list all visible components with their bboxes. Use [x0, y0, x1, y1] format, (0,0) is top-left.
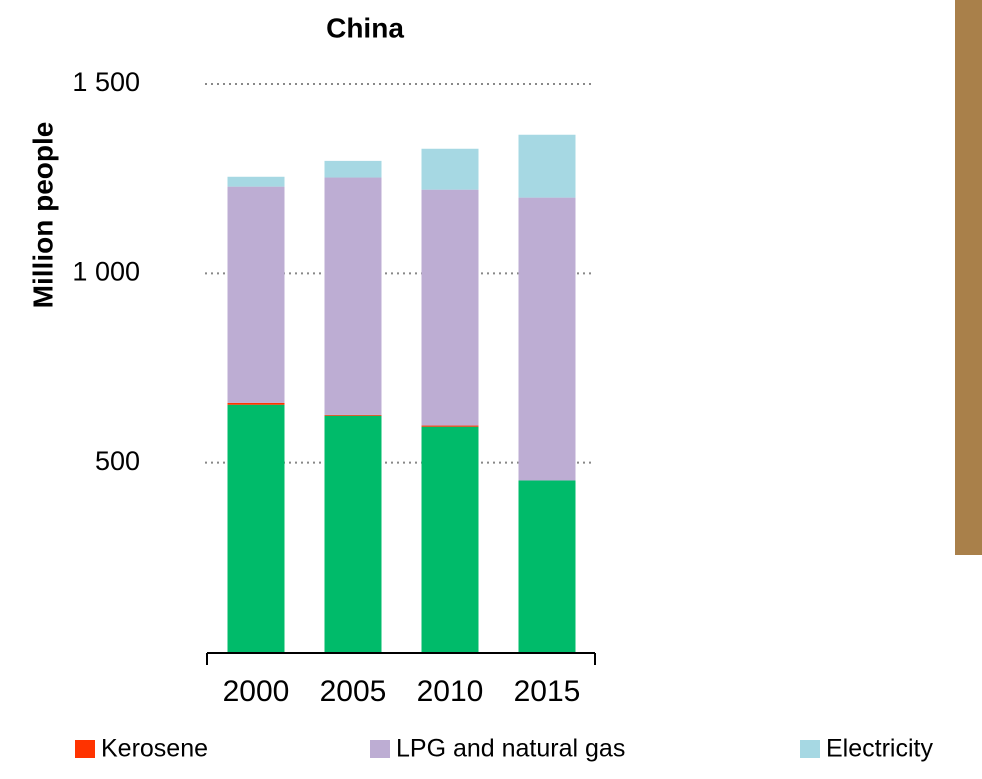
legend-swatch	[370, 740, 390, 758]
x-tick-label: 2005	[320, 675, 387, 708]
bar-segment	[518, 197, 576, 481]
bar-segment	[324, 160, 382, 178]
bar-segment	[518, 134, 576, 198]
bar-segment	[324, 415, 382, 652]
legend-label: LPG and natural gas	[396, 735, 625, 763]
bar-segment	[227, 176, 285, 187]
bar-segment	[227, 186, 285, 403]
bar-segment	[518, 480, 576, 652]
photo-edge	[955, 0, 982, 555]
bar-segment	[421, 426, 479, 652]
y-tick-label: 1 500	[72, 67, 140, 97]
bar-segment	[421, 148, 479, 190]
bar-segment	[421, 425, 479, 427]
legend-swatch	[75, 740, 95, 758]
x-tick-label: 2010	[417, 675, 484, 708]
y-tick-label: 1 000	[72, 256, 140, 286]
bar-segment	[421, 189, 479, 426]
legend-label: Electricity	[826, 735, 933, 763]
bar-segment	[227, 404, 285, 652]
legend-label: Kerosene	[101, 735, 208, 763]
y-axis-label: Million people	[27, 122, 58, 309]
chart-title: China	[326, 12, 404, 43]
y-tick-label: 500	[95, 446, 140, 476]
x-tick-label: 2015	[514, 675, 581, 708]
bar-segment	[227, 402, 285, 405]
bar-segment	[324, 177, 382, 415]
legend-swatch	[800, 740, 820, 758]
bar-segment	[324, 414, 382, 416]
x-tick-label: 2000	[223, 675, 290, 708]
bars	[227, 134, 576, 652]
